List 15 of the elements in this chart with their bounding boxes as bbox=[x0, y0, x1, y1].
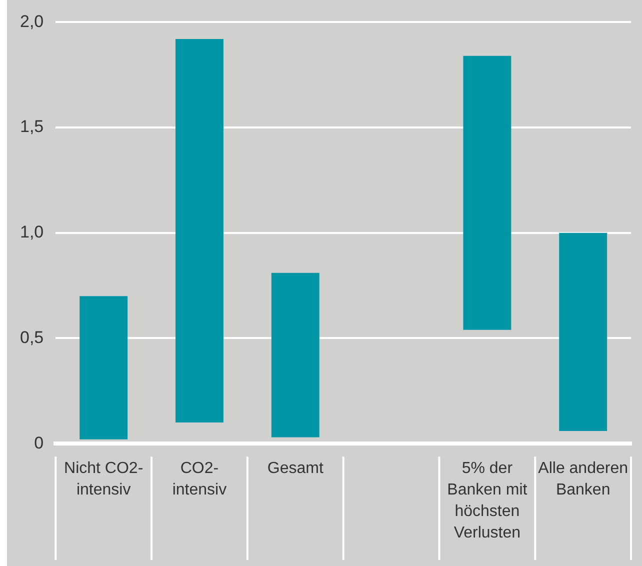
bar bbox=[176, 39, 224, 423]
y-tick-label: 1,0 bbox=[20, 222, 44, 242]
y-tick-label: 0 bbox=[34, 433, 44, 452]
y-tick-label: 2,0 bbox=[20, 12, 44, 31]
bar bbox=[271, 272, 320, 438]
x-tick-label: Nicht CO2-intensiv bbox=[64, 460, 144, 498]
y-tick-label: 1,5 bbox=[20, 117, 44, 136]
bar bbox=[463, 56, 512, 330]
bar bbox=[80, 296, 128, 440]
y-tick-label: 0,5 bbox=[20, 328, 44, 347]
x-tick-label: 5% der Banken mit höchsten Verlusten bbox=[447, 460, 528, 542]
x-tick-label: Gesamt bbox=[267, 460, 324, 477]
x-tick-label: CO2-intensiv bbox=[172, 460, 227, 498]
bar bbox=[559, 232, 608, 431]
x-tick-label: Alle anderen Banken bbox=[538, 460, 628, 498]
